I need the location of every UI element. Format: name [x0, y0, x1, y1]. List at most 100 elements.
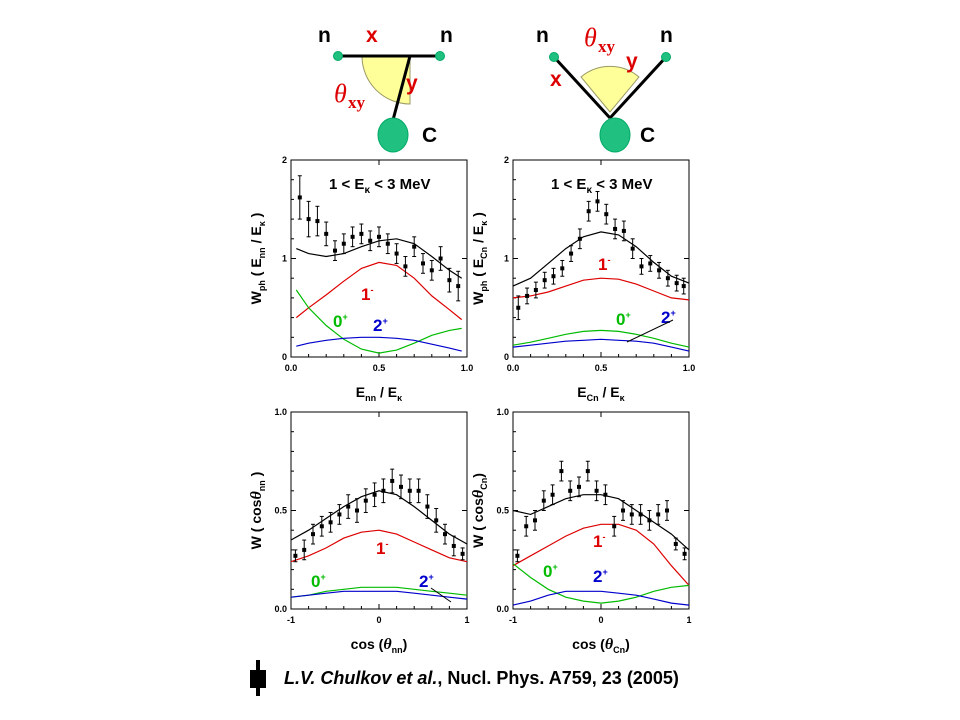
data-point — [595, 199, 600, 204]
x-axis-label-sub: nn — [392, 645, 403, 655]
x-label: x — [550, 68, 562, 91]
x-tick-label: 1 — [464, 615, 469, 625]
label-sup: + — [552, 562, 557, 572]
data-point — [533, 288, 538, 293]
y-axis-label-end: ) — [248, 472, 264, 481]
y-tick-label: 1.0 — [274, 407, 287, 417]
x-axis-label-text: E — [356, 384, 365, 400]
data-point — [368, 238, 373, 243]
label-sup: + — [625, 310, 630, 320]
y-tick-label: 0 — [282, 352, 287, 362]
data-point — [647, 518, 652, 523]
curve-zero-plus — [512, 563, 690, 604]
curve-total — [512, 231, 690, 287]
data-point — [399, 484, 403, 489]
diagram-right: n θ xy n y x C — [536, 23, 673, 153]
y-axis-label-text: W — [248, 290, 264, 304]
curve-two-plus — [512, 590, 690, 606]
x-axis-label-text: E — [577, 384, 586, 400]
x-tick-label: 0.0 — [285, 363, 298, 373]
y-axis-label-mid2: / E — [470, 226, 486, 247]
neutron-circle — [661, 52, 671, 62]
y-tick-label: 0.5 — [274, 506, 287, 516]
y-axis-label: Wph ( Enn / Eκ ) — [248, 213, 267, 305]
y-label: y — [626, 50, 638, 73]
y-axis-label-sub: ph — [479, 281, 489, 292]
data-point — [372, 492, 377, 497]
data-point — [438, 256, 443, 261]
data-point — [560, 266, 565, 271]
data-point — [630, 246, 635, 251]
data-point — [447, 278, 452, 283]
x-axis-label-sub: Cn — [613, 645, 625, 655]
x-tick-label: 1.0 — [461, 363, 474, 373]
y-axis-label-end: ) — [470, 212, 486, 221]
y-tick-label: 1 — [282, 254, 287, 264]
data-point — [541, 498, 546, 503]
data-point — [533, 518, 537, 523]
y-axis-label-sub2: nn — [257, 247, 267, 258]
y-tick-label: 0.5 — [496, 506, 509, 516]
data-point — [293, 553, 298, 558]
data-point — [568, 488, 573, 493]
y-axis-label-mid: ( E — [248, 258, 264, 280]
pointer-line — [430, 587, 452, 603]
core-circle — [599, 117, 631, 153]
data-point — [311, 532, 315, 537]
data-point — [516, 305, 521, 310]
x-axis-label: cos (θnn) — [351, 636, 408, 655]
x-axis-label-sub2: κ — [620, 393, 626, 403]
y-axis-label: Wph ( ECn / Eκ ) — [470, 212, 489, 305]
y-axis-label: W ( cosθCn) — [470, 473, 489, 548]
label-value: 0 — [616, 310, 625, 329]
core-neutron-line — [552, 55, 612, 120]
data-point — [377, 234, 381, 239]
y-axis-label-sub3: κ — [479, 220, 489, 226]
data-point — [525, 293, 530, 298]
y-tick-label: 1 — [504, 254, 509, 264]
data-point — [341, 241, 346, 246]
x-label: x — [366, 24, 378, 47]
chart-title: 1 < Eκ < 3 MeV — [551, 176, 652, 196]
data-point — [416, 488, 421, 493]
data-point — [648, 261, 653, 266]
neutron-circle — [333, 51, 343, 61]
curve-one-minus — [512, 277, 690, 301]
label-sup: + — [320, 572, 325, 582]
label-two-plus: 2+ — [373, 316, 388, 335]
neutron-circle — [435, 51, 445, 61]
label-one-minus: 1- — [598, 255, 610, 274]
label-sup: - — [385, 539, 388, 549]
panel-bottom-left: -1 0 10.00.51.01-0+ 2+cos (θnn)W ( cosθnn ) — [248, 407, 470, 655]
data-point — [551, 274, 556, 279]
label-two-plus: 2+ — [593, 567, 608, 586]
label-value: 2 — [593, 567, 602, 586]
data-point — [333, 248, 337, 253]
data-point — [559, 469, 564, 474]
label-value: 1 — [376, 539, 385, 558]
y-tick-label: 0.0 — [496, 604, 509, 614]
data-point — [577, 484, 581, 489]
data-point — [403, 264, 408, 269]
y-axis-label-end: ) — [248, 213, 264, 222]
data-point — [613, 226, 618, 231]
citation-text: L.V. Chulkov et al., Nucl. Phys. A759, 2… — [284, 668, 679, 689]
curve-total — [512, 494, 690, 551]
label-sup: - — [607, 255, 610, 265]
x-axis-label-theta: θ — [383, 636, 392, 653]
chart-title-text: 1 < E — [329, 176, 364, 193]
x-tick-label: 1.0 — [683, 363, 696, 373]
x-tick-label: 0.5 — [595, 363, 608, 373]
data-point — [394, 251, 399, 256]
angle-wedge-right — [580, 65, 640, 113]
data-point — [604, 212, 609, 217]
data-point — [429, 268, 434, 273]
x-axis-label-end: ) — [403, 636, 408, 652]
data-point — [412, 244, 417, 249]
x-axis-label: ECn / Eκ — [577, 384, 625, 403]
data-point — [359, 231, 364, 236]
label-one-minus: 1- — [593, 532, 605, 551]
data-point — [350, 234, 355, 239]
y-axis-label-sub2: Cn — [479, 247, 489, 259]
